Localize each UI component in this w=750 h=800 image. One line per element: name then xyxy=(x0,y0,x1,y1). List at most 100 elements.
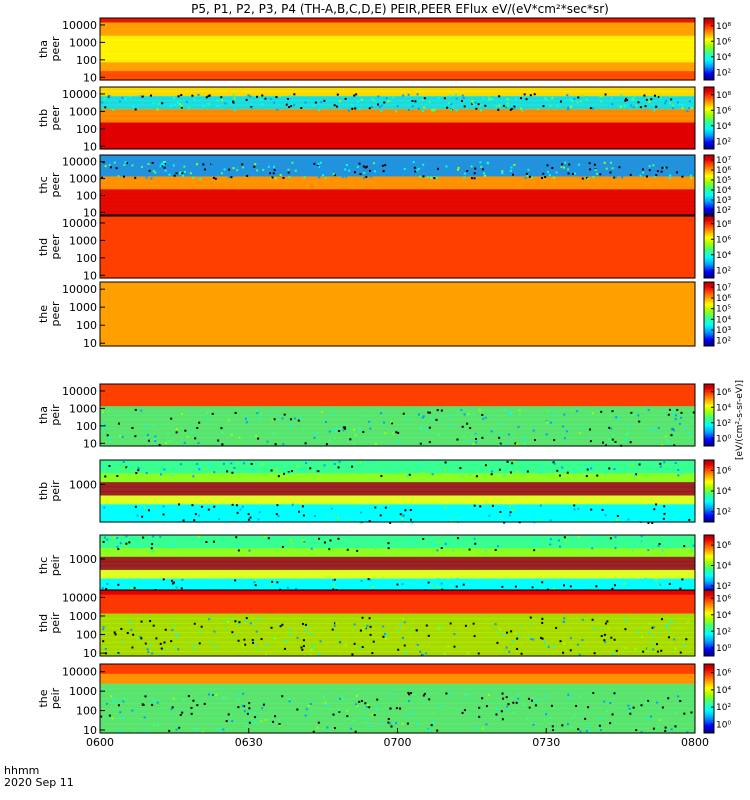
noise-pixel xyxy=(270,469,273,472)
noise-pixel xyxy=(310,161,313,164)
noise-pixel xyxy=(314,101,317,104)
noise-pixel xyxy=(402,515,405,518)
noise-pixel xyxy=(595,506,598,509)
noise-pixel xyxy=(514,104,517,107)
noise-pixel xyxy=(638,420,641,423)
noise-pixel xyxy=(211,471,214,474)
y-axis-label: peir xyxy=(49,612,62,634)
spectrogram-band xyxy=(100,159,695,165)
noise-pixel xyxy=(549,538,552,541)
noise-pixel xyxy=(588,162,591,165)
noise-pixel xyxy=(250,103,253,106)
noise-pixel xyxy=(222,728,225,731)
noise-pixel xyxy=(512,508,515,511)
noise-pixel xyxy=(183,441,186,444)
noise-pixel xyxy=(579,100,582,103)
y-axis-label: thd xyxy=(37,238,50,256)
spectrogram-band xyxy=(100,486,695,492)
noise-pixel xyxy=(140,620,143,623)
noise-pixel xyxy=(634,168,637,171)
noise-pixel xyxy=(258,618,261,621)
noise-pixel xyxy=(318,653,321,656)
noise-pixel xyxy=(501,170,504,173)
noise-pixel xyxy=(389,707,392,710)
noise-pixel xyxy=(537,518,540,521)
noise-pixel xyxy=(487,694,490,697)
noise-pixel xyxy=(500,174,503,177)
noise-pixel xyxy=(163,166,166,169)
colorbar-tick-label: 10⁴ xyxy=(716,186,731,196)
noise-pixel xyxy=(396,583,399,586)
noise-pixel xyxy=(164,169,167,172)
noise-pixel xyxy=(158,444,161,447)
noise-pixel xyxy=(291,161,294,164)
colorbar-tick-label: 10² xyxy=(716,137,731,147)
noise-pixel xyxy=(425,624,428,627)
spectrogram-band xyxy=(100,176,695,182)
spectrogram-band xyxy=(100,651,695,657)
noise-pixel xyxy=(496,579,499,582)
noise-pixel xyxy=(293,104,296,107)
noise-pixel xyxy=(648,165,651,168)
noise-pixel xyxy=(226,505,229,508)
noise-pixel xyxy=(630,104,633,107)
spectrogram-band xyxy=(100,251,695,257)
noise-pixel xyxy=(668,408,671,411)
noise-pixel xyxy=(108,163,111,166)
y-tick-label: 1000 xyxy=(69,105,97,118)
noise-pixel xyxy=(427,634,430,637)
noise-pixel xyxy=(486,172,489,175)
noise-pixel xyxy=(171,474,174,477)
noise-pixel xyxy=(624,628,627,631)
noise-pixel xyxy=(278,95,281,98)
noise-pixel xyxy=(547,170,550,173)
noise-pixel xyxy=(411,582,414,585)
noise-pixel xyxy=(371,713,374,716)
noise-pixel xyxy=(215,584,218,587)
noise-pixel xyxy=(314,467,317,470)
noise-pixel xyxy=(323,541,326,544)
noise-pixel xyxy=(523,472,526,475)
noise-pixel xyxy=(354,107,357,110)
noise-pixel xyxy=(196,163,199,166)
noise-pixel xyxy=(217,439,220,442)
spectrogram-band xyxy=(100,57,695,63)
noise-pixel xyxy=(473,537,476,540)
noise-pixel xyxy=(547,645,550,648)
noise-pixel xyxy=(263,535,266,538)
noise-pixel xyxy=(277,515,280,518)
noise-pixel xyxy=(159,165,162,168)
noise-pixel xyxy=(389,520,392,523)
noise-pixel xyxy=(214,177,217,180)
noise-pixel xyxy=(574,471,577,474)
noise-pixel xyxy=(475,536,478,539)
noise-pixel xyxy=(566,722,569,725)
noise-pixel xyxy=(237,699,240,702)
noise-pixel xyxy=(545,713,548,716)
noise-pixel xyxy=(468,548,471,551)
noise-pixel xyxy=(425,428,428,431)
noise-pixel xyxy=(686,109,689,112)
noise-pixel xyxy=(324,176,327,179)
noise-pixel xyxy=(384,164,387,167)
spectrogram-band xyxy=(100,693,695,700)
noise-pixel xyxy=(652,428,655,431)
noise-pixel xyxy=(580,426,583,429)
y-axis-label: thb xyxy=(37,482,50,500)
noise-pixel xyxy=(181,578,184,581)
noise-pixel xyxy=(569,98,572,101)
noise-pixel xyxy=(484,416,487,419)
noise-pixel xyxy=(229,101,232,104)
noise-pixel xyxy=(254,711,257,714)
spectrogram-band xyxy=(100,713,695,719)
noise-pixel xyxy=(405,165,408,168)
x-tick-label: 0730 xyxy=(532,736,560,749)
noise-pixel xyxy=(212,169,215,172)
noise-pixel xyxy=(289,95,292,98)
noise-pixel xyxy=(481,414,484,417)
spectrogram-band xyxy=(100,202,695,208)
noise-pixel xyxy=(369,580,372,583)
noise-pixel xyxy=(358,162,361,165)
noise-pixel xyxy=(526,167,529,170)
